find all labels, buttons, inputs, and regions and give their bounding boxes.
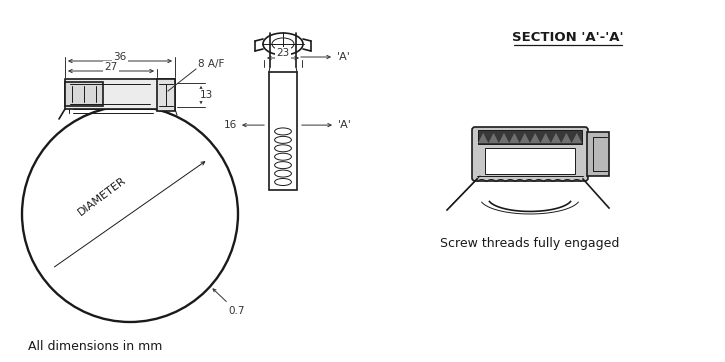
Text: SECTION 'A'-'A': SECTION 'A'-'A' [513,31,624,44]
Polygon shape [561,133,571,143]
Polygon shape [489,133,499,143]
Polygon shape [530,133,540,143]
Polygon shape [540,133,551,143]
Polygon shape [520,133,530,143]
Polygon shape [499,133,509,143]
Text: Screw threads fully engaged: Screw threads fully engaged [440,237,620,251]
Bar [587,132,609,176]
Text: 13: 13 [199,90,212,100]
Polygon shape [551,133,561,143]
Text: DIAMETER: DIAMETER [76,175,128,217]
Bar [157,79,175,111]
Bar [269,72,297,190]
Text: All dimensions in mm: All dimensions in mm [28,340,162,353]
Polygon shape [509,133,520,143]
Text: 'A': 'A' [338,120,352,130]
Bar [485,148,575,174]
Text: 36: 36 [113,52,127,62]
Text: 23: 23 [276,48,289,58]
FancyBboxPatch shape [472,127,588,181]
Text: 'A': 'A' [337,52,351,62]
Bar [478,130,582,144]
Text: 16: 16 [224,120,237,130]
Bar [65,79,175,109]
Text: 0.7: 0.7 [213,289,245,316]
Polygon shape [478,133,489,143]
Polygon shape [571,133,582,143]
Bar [65,82,103,106]
Text: 27: 27 [104,62,117,72]
Text: 8 A/F: 8 A/F [198,59,224,69]
